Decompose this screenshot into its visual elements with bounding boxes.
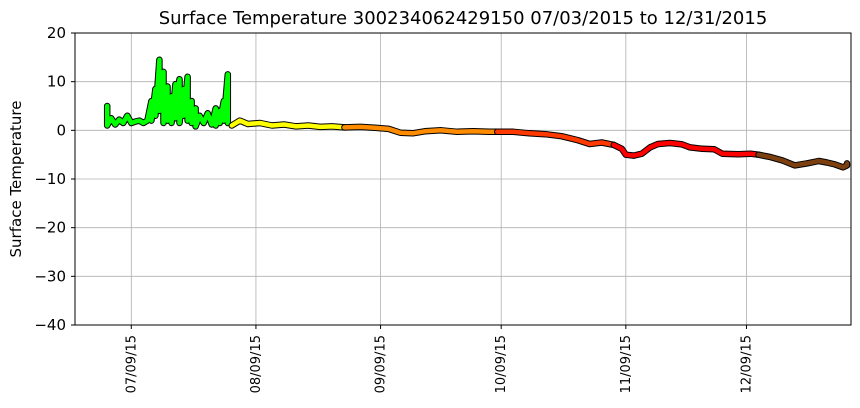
series-line [104, 57, 231, 129]
y-tick-label: −30 [34, 267, 66, 285]
series-line [611, 140, 761, 158]
y-tick-label: −20 [34, 219, 66, 237]
y-tick-label: 10 [47, 73, 66, 91]
series-line [342, 124, 500, 136]
x-tick-label: 07/09/15 [124, 335, 139, 393]
x-tick-label: 12/09/15 [739, 335, 754, 393]
chart-title: Surface Temperature 300234062429150 07/0… [159, 8, 768, 29]
y-axis-label: Surface Temperature [7, 101, 25, 258]
y-tick-label: 0 [56, 121, 66, 139]
series-layer [103, 56, 851, 171]
series-line [756, 152, 850, 170]
y-tick-label: −10 [34, 170, 66, 188]
x-tick-label: 08/09/15 [249, 335, 264, 393]
x-axis-ticks: 07/09/15 08/09/15 09/09/15 10/09/15 11/09/15… [124, 325, 754, 393]
series-line [494, 129, 617, 148]
y-tick-label: −40 [34, 316, 66, 334]
y-axis-ticks: 20 10 0 −10 −20 −30 −40 [34, 24, 75, 334]
series-line [229, 118, 347, 130]
y-tick-label: 20 [47, 24, 66, 42]
x-tick-label: 10/09/15 [494, 335, 509, 393]
x-tick-label: 09/09/15 [374, 335, 389, 393]
x-tick-label: 11/09/15 [619, 335, 634, 393]
